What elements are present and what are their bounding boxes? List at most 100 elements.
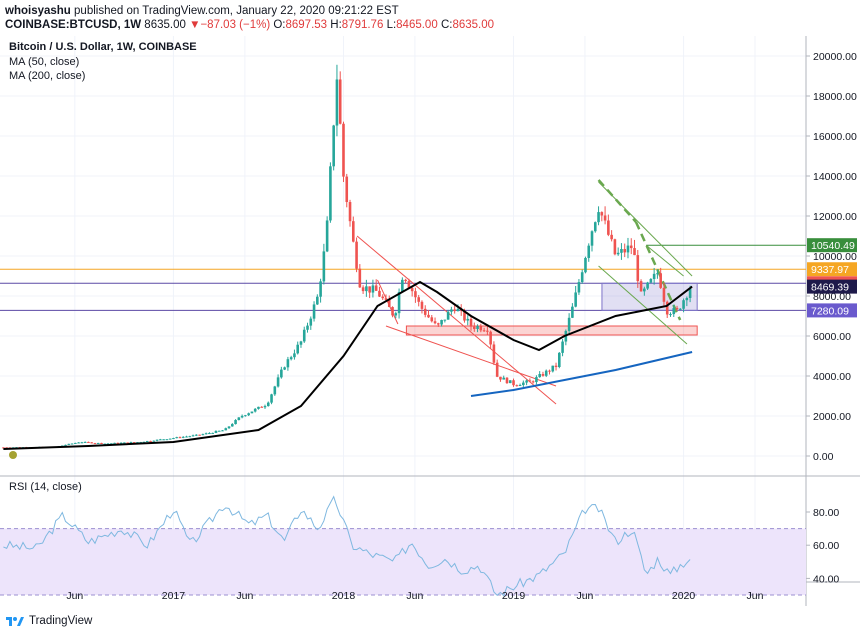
candle-body — [142, 441, 146, 443]
candle-body — [620, 249, 623, 253]
candle-body — [289, 357, 293, 360]
candle-body — [100, 442, 103, 444]
published-text: published on TradingView.com, January 22… — [74, 5, 399, 17]
chart-canvas[interactable]: 0.00 2000.00 4000.00 6000.00 8000.00 10000.00… — [0, 36, 860, 610]
price-axis: 0.00 2000.00 4000.00 6000.00 8000.00 10000.00… — [806, 51, 857, 463]
candle-body — [368, 286, 371, 293]
candle-body — [325, 220, 329, 252]
candle-body — [263, 406, 267, 408]
consolidation-box — [601, 282, 698, 311]
candle-body — [374, 285, 378, 291]
candle-body — [472, 326, 476, 329]
candle-body — [260, 406, 264, 408]
candle-body — [682, 300, 685, 309]
footer: TradingView — [5, 612, 92, 630]
falling-wedge-bottom — [385, 325, 557, 387]
candle-body — [361, 287, 365, 292]
price-tag-label: 10540.49 — [811, 240, 855, 252]
candle-body — [652, 273, 656, 280]
rsi-tick-label: 80.00 — [813, 507, 839, 519]
candle-body — [423, 308, 427, 315]
candle-body — [453, 309, 456, 312]
candle-body — [551, 365, 555, 372]
candle-body — [482, 330, 486, 332]
rsi-tick-label: 40.00 — [813, 573, 839, 585]
author-name[interactable]: whoisyashu — [5, 5, 71, 17]
candle-body — [587, 245, 591, 258]
candle-body — [283, 367, 286, 370]
candle-body — [306, 325, 309, 330]
candle-body — [96, 442, 100, 444]
ohlc-line: COINBASE:BTCUSD, 1W 8635.00 ▼−87.03 (−1%… — [5, 18, 855, 33]
candle-body — [132, 442, 136, 444]
candle-body — [355, 241, 358, 269]
candle-body — [165, 439, 169, 441]
candle-body — [64, 444, 67, 446]
candle-body — [208, 433, 211, 435]
candle-body — [175, 437, 179, 439]
time-tick-label: 2018 — [332, 590, 356, 602]
candle-body — [188, 436, 192, 438]
candle-body — [74, 442, 77, 444]
candle-body — [623, 249, 627, 253]
candle-body — [201, 434, 205, 436]
candle-body — [371, 285, 375, 293]
price-tick-label: 0.00 — [813, 451, 834, 463]
candle-body — [123, 442, 126, 444]
candle-body — [2, 447, 5, 449]
ma200-legend: MA (200, close) — [9, 70, 85, 82]
close-label: C: — [440, 19, 453, 31]
candle-body — [597, 212, 600, 223]
candle-body — [231, 424, 234, 427]
candle-body — [437, 323, 440, 325]
low-label: L: — [386, 19, 397, 31]
candle-body — [119, 442, 123, 444]
candle-body — [217, 430, 221, 432]
candle-body — [639, 281, 643, 292]
candle-body — [626, 245, 630, 253]
candle-body — [211, 432, 214, 434]
trendlines — [356, 179, 693, 405]
brand-name[interactable]: TradingView — [29, 615, 93, 627]
grid — [0, 36, 806, 582]
price-tag-label: 9337.97 — [811, 264, 849, 276]
price-tag-label: 8469.39 — [811, 282, 849, 294]
candle-body — [387, 299, 391, 308]
time-tick-label: Jun — [236, 590, 253, 602]
candle-body — [512, 380, 515, 386]
candle-body — [257, 406, 260, 409]
candle-body — [548, 370, 551, 372]
candle-body — [391, 307, 394, 316]
candle-body — [83, 441, 87, 443]
candle-body — [456, 308, 460, 312]
price-tag-label: 7280.09 — [811, 305, 849, 317]
candle-body — [404, 279, 407, 282]
support-zone — [405, 325, 698, 336]
candle-body — [129, 442, 133, 444]
candle-body — [643, 288, 646, 292]
publish-line: whoisyashu published on TradingView.com,… — [5, 4, 855, 18]
candle-body — [466, 318, 470, 321]
rsi-tick-label: 60.00 — [813, 540, 839, 552]
price-tick-label: 2000.00 — [813, 411, 851, 423]
change-down-icon: ▼ — [189, 19, 201, 31]
candle-body — [348, 202, 352, 222]
candle-body — [159, 439, 162, 441]
candle-body — [384, 298, 388, 300]
symbol-label: COINBASE:BTCUSD, 1W — [5, 19, 142, 31]
dashed-arc-2 — [634, 221, 682, 321]
candle-body — [662, 287, 666, 302]
candle-body — [178, 437, 182, 439]
candle-body — [665, 301, 669, 315]
change-value: −87.03 (−1%) — [200, 19, 271, 31]
candle-body — [329, 166, 332, 221]
candle-body — [224, 428, 228, 431]
price-tick-label: 6000.00 — [813, 331, 851, 343]
candle-body — [191, 435, 195, 437]
candle-body — [316, 296, 319, 305]
candle-body — [247, 413, 250, 416]
candle-body — [270, 394, 273, 403]
channel-bottom — [598, 265, 688, 345]
candle-body — [80, 442, 84, 444]
